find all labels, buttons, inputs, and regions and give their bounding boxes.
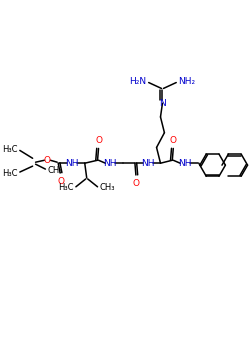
Text: NH₂: NH₂ [178,77,195,86]
Text: O: O [58,177,65,186]
Text: CH₃: CH₃ [100,183,115,192]
Text: H₃C: H₃C [2,169,18,177]
Text: O: O [132,179,140,188]
Text: NH: NH [104,159,117,168]
Text: NH: NH [141,159,154,168]
Text: CH₃: CH₃ [47,166,63,175]
Text: H₃C: H₃C [2,145,18,154]
Text: H₃C: H₃C [58,183,74,192]
Text: NH: NH [65,159,79,168]
Text: O: O [170,135,177,145]
Text: NH: NH [178,159,192,168]
Text: N: N [159,99,166,108]
Text: H₂N: H₂N [130,77,147,86]
Text: O: O [44,156,51,165]
Text: O: O [95,135,102,145]
